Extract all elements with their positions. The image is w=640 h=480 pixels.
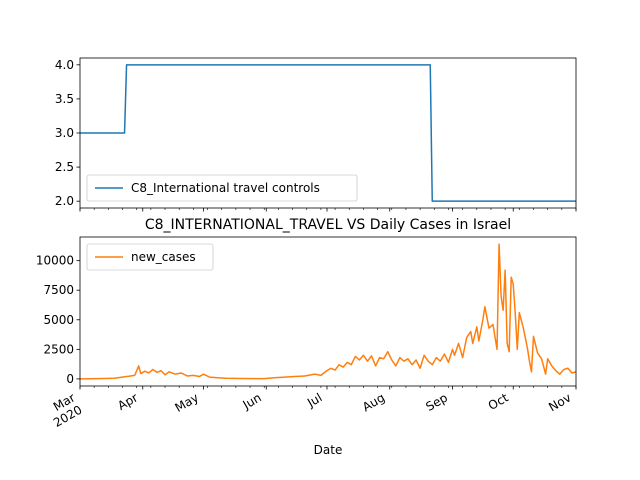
- x-tick-label-group: Nov: [546, 390, 573, 414]
- travel-controls-y-axis: 2.0 2.5 3.0 3.5 4.0: [55, 58, 80, 208]
- travel-controls-plot-area: [80, 64, 576, 202]
- x-tick-label: Aug: [360, 390, 387, 414]
- x-tick-label: Nov: [546, 390, 573, 414]
- series-line-new-cases: [79, 243, 577, 380]
- y-tick-label: 2.0: [55, 194, 74, 208]
- y-tick-label: 2500: [43, 342, 74, 356]
- legend-box: [86, 174, 358, 202]
- series-line-c8-international-travel-controls: [80, 64, 576, 202]
- travel-controls-x-axis: [79, 208, 577, 212]
- daily-cases-axes-frame: [79, 236, 577, 387]
- y-tick-label: 5000: [43, 313, 74, 327]
- x-tick-label: Oct: [486, 390, 511, 413]
- y-tick-label: 0: [66, 372, 74, 386]
- x-tick-label: Apr: [115, 390, 140, 413]
- legend-label-new-cases: new_cases: [131, 250, 196, 264]
- y-tick-label: 10000: [36, 254, 74, 268]
- x-tick-label: Sep: [423, 390, 450, 413]
- x-tick-label-group: Oct: [486, 390, 511, 413]
- y-tick-label: 7500: [43, 283, 74, 297]
- x-tick-label-group: Jul: [304, 390, 324, 410]
- y-tick-label: 3.5: [55, 92, 74, 106]
- y-tick-label: 2.5: [55, 160, 74, 174]
- x-tick-label-group: Jun: [240, 390, 264, 412]
- y-tick-label: 3.0: [55, 126, 74, 140]
- x-axis-label: Date: [314, 443, 343, 457]
- daily-cases-plot-area: [79, 243, 577, 380]
- x-tick-label: Jun: [240, 390, 264, 412]
- legend-label-travel-controls: C8_International travel controls: [131, 181, 320, 195]
- y-tick-label: 4.0: [55, 58, 74, 72]
- travel-controls-legend: C8_International travel controls: [86, 174, 358, 202]
- legend-box: [86, 243, 214, 271]
- daily-cases-y-axis: 0 2500 5000 7500 10000: [36, 254, 80, 386]
- x-tick-label: May: [173, 390, 201, 415]
- chart-title: C8_INTERNATIONAL_TRAVEL VS Daily Cases i…: [145, 217, 511, 233]
- x-tick-label-group: Aug: [360, 390, 387, 414]
- x-tick-label: Jul: [304, 390, 324, 410]
- daily-cases-legend: new_cases: [86, 243, 214, 271]
- x-tick-label-group: Sep: [423, 390, 450, 413]
- x-tick-label-group: May: [173, 390, 201, 415]
- travel-controls-axes-frame: [79, 57, 577, 209]
- x-tick-label-group: Apr: [115, 390, 140, 413]
- travel-controls-subplot: 2.0 2.5 3.0 3.5 4.0 C8_International travel …: [55, 57, 577, 212]
